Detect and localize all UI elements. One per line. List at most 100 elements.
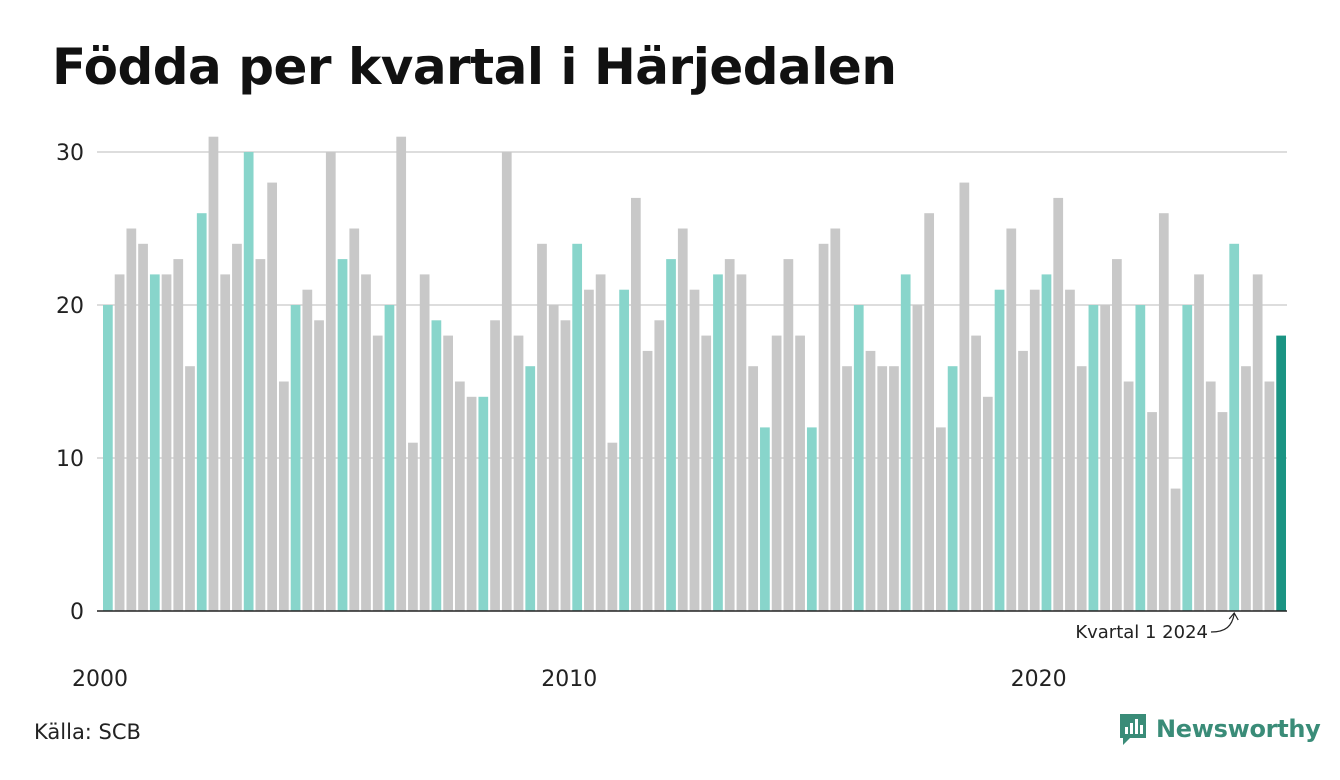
bar-latest <box>1276 335 1286 611</box>
bar <box>560 320 571 611</box>
bar <box>396 136 407 611</box>
bar <box>936 427 946 611</box>
bar <box>349 228 360 611</box>
bar <box>290 305 301 611</box>
bar <box>161 274 172 611</box>
bar <box>842 366 852 611</box>
bar <box>1123 381 1134 611</box>
bar <box>924 213 935 611</box>
bar <box>1182 305 1193 611</box>
bar <box>947 366 958 611</box>
bar <box>713 274 723 611</box>
bar <box>1053 197 1064 611</box>
bar <box>1147 412 1157 611</box>
bar <box>630 197 641 611</box>
y-tick-label: 10 <box>56 447 84 472</box>
bar <box>1241 366 1251 611</box>
bar <box>1194 274 1204 611</box>
bar <box>114 274 125 611</box>
annotation-arrowhead <box>1228 611 1239 621</box>
bar <box>912 305 923 611</box>
bar <box>1264 381 1275 611</box>
bar <box>1065 289 1075 611</box>
latest-quarter-annotation: Kvartal 1 2024 <box>1075 622 1208 643</box>
bar <box>701 335 712 611</box>
bar <box>537 243 547 612</box>
bar <box>454 381 465 611</box>
bar <box>232 243 242 612</box>
bar <box>830 228 841 611</box>
bar <box>525 366 536 611</box>
annotation-arrow <box>1210 613 1235 633</box>
bar <box>149 274 160 611</box>
bar <box>1229 243 1240 612</box>
bar <box>877 366 888 611</box>
bar <box>795 335 805 611</box>
bar <box>654 320 665 611</box>
bar <box>584 289 594 611</box>
y-tick-label: 30 <box>56 141 84 166</box>
bar <box>103 305 113 611</box>
bar <box>173 259 184 611</box>
bar <box>1158 213 1169 611</box>
newsworthy-logo-icon <box>1120 714 1146 745</box>
bar <box>314 320 324 611</box>
bar <box>760 427 770 611</box>
bar <box>595 274 606 611</box>
bar <box>372 335 383 611</box>
bar <box>1135 305 1146 611</box>
bars <box>103 136 1286 612</box>
bar <box>666 259 676 611</box>
bar <box>361 274 371 611</box>
bar <box>1252 274 1263 611</box>
bar <box>208 136 219 611</box>
bar <box>818 243 829 612</box>
bar <box>724 259 735 611</box>
bar <box>255 259 266 611</box>
bar <box>243 152 254 611</box>
bar <box>1041 274 1052 611</box>
bar <box>325 152 336 611</box>
bar <box>1018 350 1028 611</box>
bar <box>431 320 442 611</box>
bar <box>1088 305 1099 611</box>
bar <box>1006 228 1017 611</box>
bar <box>900 274 911 611</box>
bar <box>384 305 395 611</box>
bar <box>572 243 583 612</box>
bar <box>889 366 899 611</box>
bar <box>1217 412 1228 611</box>
bar <box>971 335 981 611</box>
newsworthy-brand[interactable]: Newsworthy <box>1118 712 1321 746</box>
bar <box>478 396 489 611</box>
y-tick-label: 20 <box>56 294 84 319</box>
bar <box>982 396 993 611</box>
bar <box>1205 381 1216 611</box>
bar <box>1170 488 1181 611</box>
x-tick-label: 2020 <box>1011 667 1067 692</box>
bar <box>994 289 1005 611</box>
bar <box>771 335 782 611</box>
bar <box>513 335 524 611</box>
bar <box>865 350 876 611</box>
bar <box>466 396 477 611</box>
bar <box>959 182 970 611</box>
bar <box>419 274 430 611</box>
bar <box>548 305 559 611</box>
x-tick-label: 2000 <box>72 667 128 692</box>
bar <box>853 305 864 611</box>
bar <box>677 228 688 611</box>
bar <box>748 366 759 611</box>
x-axis-ticks: 2000 2010 2020 <box>72 667 1067 692</box>
bar <box>443 335 453 611</box>
bar <box>267 182 277 611</box>
annotation: Kvartal 1 2024 <box>1075 611 1239 643</box>
bar <box>607 442 618 611</box>
bar <box>220 274 231 611</box>
bar <box>1100 305 1111 611</box>
bar <box>689 289 700 611</box>
bar <box>278 381 289 611</box>
bar <box>642 350 653 611</box>
bar <box>1112 259 1122 611</box>
bar <box>1076 366 1087 611</box>
